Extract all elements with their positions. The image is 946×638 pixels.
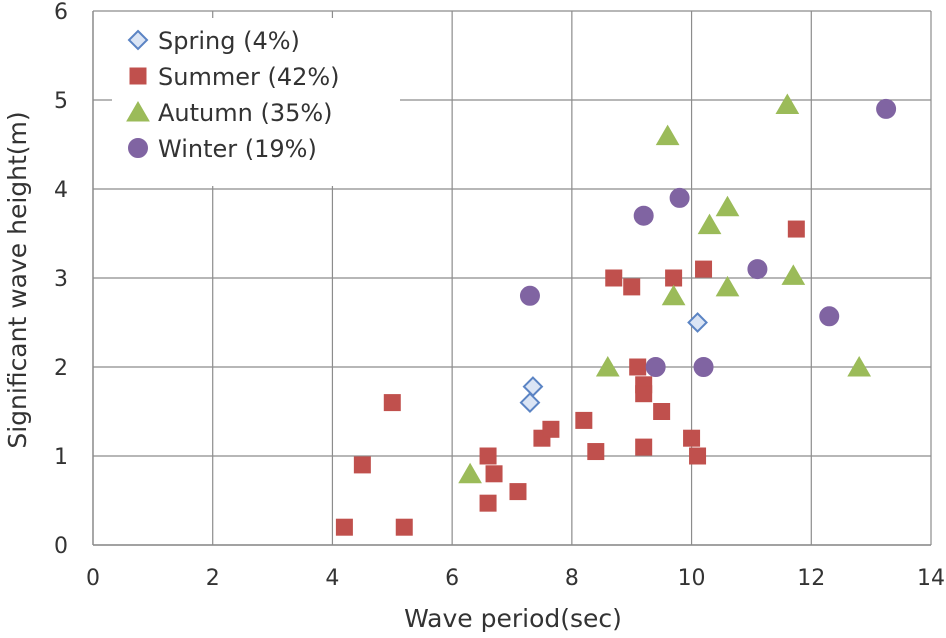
x-tick-label: 8 — [565, 566, 579, 591]
summer-point — [509, 483, 527, 501]
legend-marker-winter — [128, 138, 148, 158]
legend: Spring (4%) Summer (42%) Autumn (35%) Winte… — [112, 18, 400, 186]
summer-point — [635, 438, 653, 456]
summer-point — [542, 420, 560, 438]
autumn-point — [715, 275, 740, 297]
summer-point — [485, 465, 503, 483]
summer-point — [383, 394, 401, 412]
x-tick-label: 10 — [678, 566, 706, 591]
grid-lines — [92, 10, 932, 546]
x-tick-label: 2 — [206, 566, 220, 591]
summer-point — [689, 447, 707, 465]
autumn-point — [847, 356, 872, 377]
y-tick-label: 2 — [54, 356, 68, 381]
winter-point — [819, 306, 840, 327]
autumn-point — [661, 284, 686, 306]
legend-marker-summer — [129, 67, 147, 85]
axes — [92, 11, 931, 546]
x-tick-label: 14 — [917, 566, 945, 591]
autumn-point — [458, 462, 482, 484]
winter-point — [693, 357, 714, 377]
winter-point — [747, 259, 768, 280]
x-tick-label: 6 — [445, 566, 459, 591]
winter-point — [645, 357, 666, 377]
autumn-point — [697, 213, 722, 235]
y-tick-label: 4 — [54, 178, 68, 203]
legend-marker-spring — [127, 29, 149, 51]
legend-label-winter: Winter (19%) — [158, 135, 317, 163]
summer-point — [695, 260, 713, 278]
summer-point — [587, 443, 605, 461]
autumn-point — [715, 195, 740, 217]
autumn-point — [655, 124, 680, 146]
autumn-point — [775, 93, 800, 114]
summer-point — [395, 518, 413, 536]
spring-point — [687, 312, 708, 333]
winter-point — [633, 205, 654, 226]
x-tick-label: 0 — [86, 566, 100, 591]
y-tick-label: 6 — [54, 0, 68, 25]
autumn-point — [781, 264, 806, 285]
summer-point — [353, 456, 371, 474]
x-tick-label: 12 — [797, 566, 825, 591]
summer-point — [479, 447, 497, 465]
legend-label-spring: Spring (4%) — [158, 27, 300, 55]
summer-point — [787, 220, 805, 238]
y-tick-label: 3 — [54, 267, 68, 292]
summer-point — [635, 385, 653, 403]
spring-point — [519, 392, 541, 414]
y-axis-title: Significant wave height(m) — [3, 111, 32, 448]
x-axis-title: Wave period(sec) — [404, 604, 622, 633]
summer-point — [335, 518, 353, 536]
legend-label-summer: Summer (42%) — [158, 63, 340, 91]
winter-point — [519, 285, 540, 306]
summer-point — [683, 429, 701, 447]
summer-point — [605, 269, 623, 287]
autumn-point — [595, 356, 620, 377]
legend-label-autumn: Autumn (35%) — [158, 99, 333, 127]
summer-point — [623, 278, 641, 296]
legend-marker-autumn — [126, 101, 150, 122]
legend-background — [112, 18, 400, 186]
x-tick-label: 4 — [325, 566, 339, 591]
y-tick-label: 1 — [54, 445, 68, 470]
winter-point — [669, 187, 690, 208]
spring-point — [522, 376, 544, 397]
summer-point — [665, 269, 683, 287]
summer-point — [629, 358, 647, 376]
summer-point — [653, 403, 671, 420]
data-points — [335, 93, 897, 536]
winter-point — [876, 98, 897, 119]
y-tick-label: 5 — [54, 89, 68, 114]
summer-point — [479, 494, 497, 512]
y-tick-label: 0 — [54, 534, 68, 559]
summer-point — [575, 411, 593, 429]
